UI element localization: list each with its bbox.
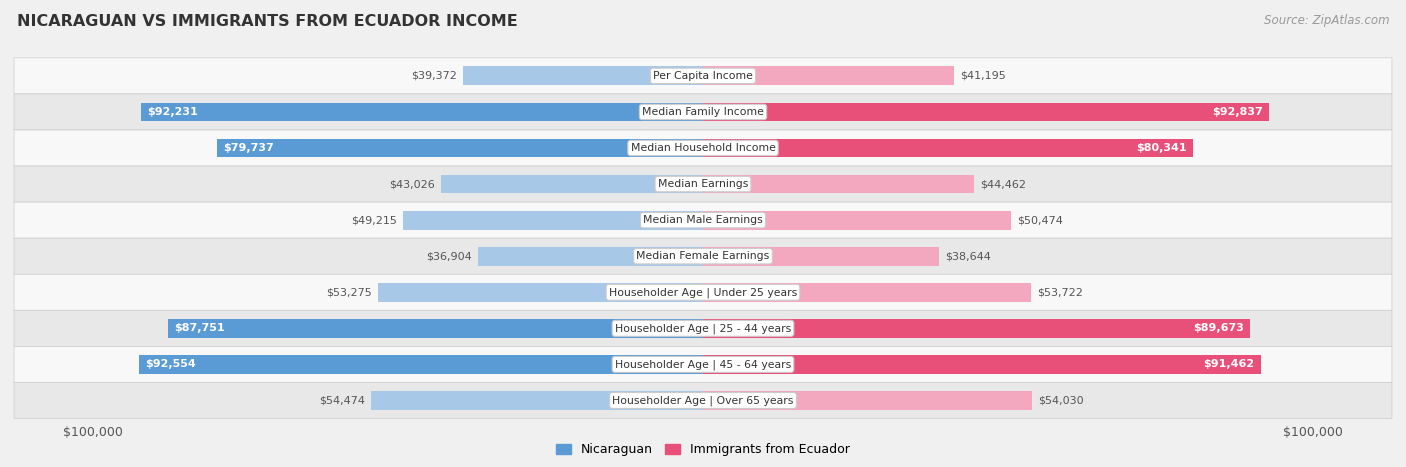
Bar [703, 211, 1011, 229]
Bar [703, 175, 974, 193]
Text: Median Family Income: Median Family Income [643, 107, 763, 117]
Text: $43,026: $43,026 [389, 179, 434, 189]
Text: Median Male Earnings: Median Male Earnings [643, 215, 763, 225]
Text: $53,722: $53,722 [1036, 287, 1083, 297]
Bar [703, 66, 955, 85]
Text: $92,837: $92,837 [1212, 107, 1263, 117]
Text: $39,372: $39,372 [411, 71, 457, 81]
Bar [217, 139, 703, 157]
Bar [703, 355, 1261, 374]
FancyBboxPatch shape [14, 130, 1392, 166]
FancyBboxPatch shape [14, 347, 1392, 382]
Bar [478, 247, 703, 266]
Bar [440, 175, 703, 193]
Text: $92,554: $92,554 [145, 360, 195, 369]
Text: Householder Age | Under 25 years: Householder Age | Under 25 years [609, 287, 797, 297]
Text: NICARAGUAN VS IMMIGRANTS FROM ECUADOR INCOME: NICARAGUAN VS IMMIGRANTS FROM ECUADOR IN… [17, 14, 517, 29]
Text: Source: ZipAtlas.com: Source: ZipAtlas.com [1264, 14, 1389, 27]
Text: $54,474: $54,474 [319, 396, 364, 405]
Bar [703, 391, 1032, 410]
Text: $91,462: $91,462 [1204, 360, 1254, 369]
Text: $92,231: $92,231 [146, 107, 197, 117]
Text: $87,751: $87,751 [174, 323, 225, 333]
Bar [378, 283, 703, 302]
FancyBboxPatch shape [14, 94, 1392, 130]
Text: Median Earnings: Median Earnings [658, 179, 748, 189]
Bar [703, 319, 1250, 338]
Bar [463, 66, 703, 85]
Text: $53,275: $53,275 [326, 287, 373, 297]
FancyBboxPatch shape [14, 382, 1392, 418]
Bar [404, 211, 703, 229]
FancyBboxPatch shape [14, 202, 1392, 238]
Text: $44,462: $44,462 [980, 179, 1026, 189]
Legend: Nicaraguan, Immigrants from Ecuador: Nicaraguan, Immigrants from Ecuador [551, 439, 855, 461]
Bar [139, 355, 703, 374]
Bar [703, 103, 1270, 121]
Text: Per Capita Income: Per Capita Income [652, 71, 754, 81]
Bar [167, 319, 703, 338]
Text: $50,474: $50,474 [1017, 215, 1063, 225]
Bar [141, 103, 703, 121]
Bar [371, 391, 703, 410]
Text: $38,644: $38,644 [945, 251, 991, 261]
Text: Median Household Income: Median Household Income [630, 143, 776, 153]
Text: Householder Age | 45 - 64 years: Householder Age | 45 - 64 years [614, 359, 792, 370]
Text: $80,341: $80,341 [1136, 143, 1187, 153]
Bar [703, 139, 1192, 157]
FancyBboxPatch shape [14, 166, 1392, 202]
Bar [703, 247, 939, 266]
FancyBboxPatch shape [14, 238, 1392, 274]
Text: $41,195: $41,195 [960, 71, 1007, 81]
FancyBboxPatch shape [14, 58, 1392, 94]
Text: Householder Age | Over 65 years: Householder Age | Over 65 years [612, 395, 794, 406]
Bar [703, 283, 1031, 302]
Text: $89,673: $89,673 [1192, 323, 1244, 333]
FancyBboxPatch shape [14, 274, 1392, 310]
Text: $54,030: $54,030 [1039, 396, 1084, 405]
Text: $79,737: $79,737 [224, 143, 274, 153]
Text: Median Female Earnings: Median Female Earnings [637, 251, 769, 261]
FancyBboxPatch shape [14, 310, 1392, 347]
Text: Householder Age | 25 - 44 years: Householder Age | 25 - 44 years [614, 323, 792, 333]
Text: $49,215: $49,215 [352, 215, 396, 225]
Text: $36,904: $36,904 [426, 251, 472, 261]
